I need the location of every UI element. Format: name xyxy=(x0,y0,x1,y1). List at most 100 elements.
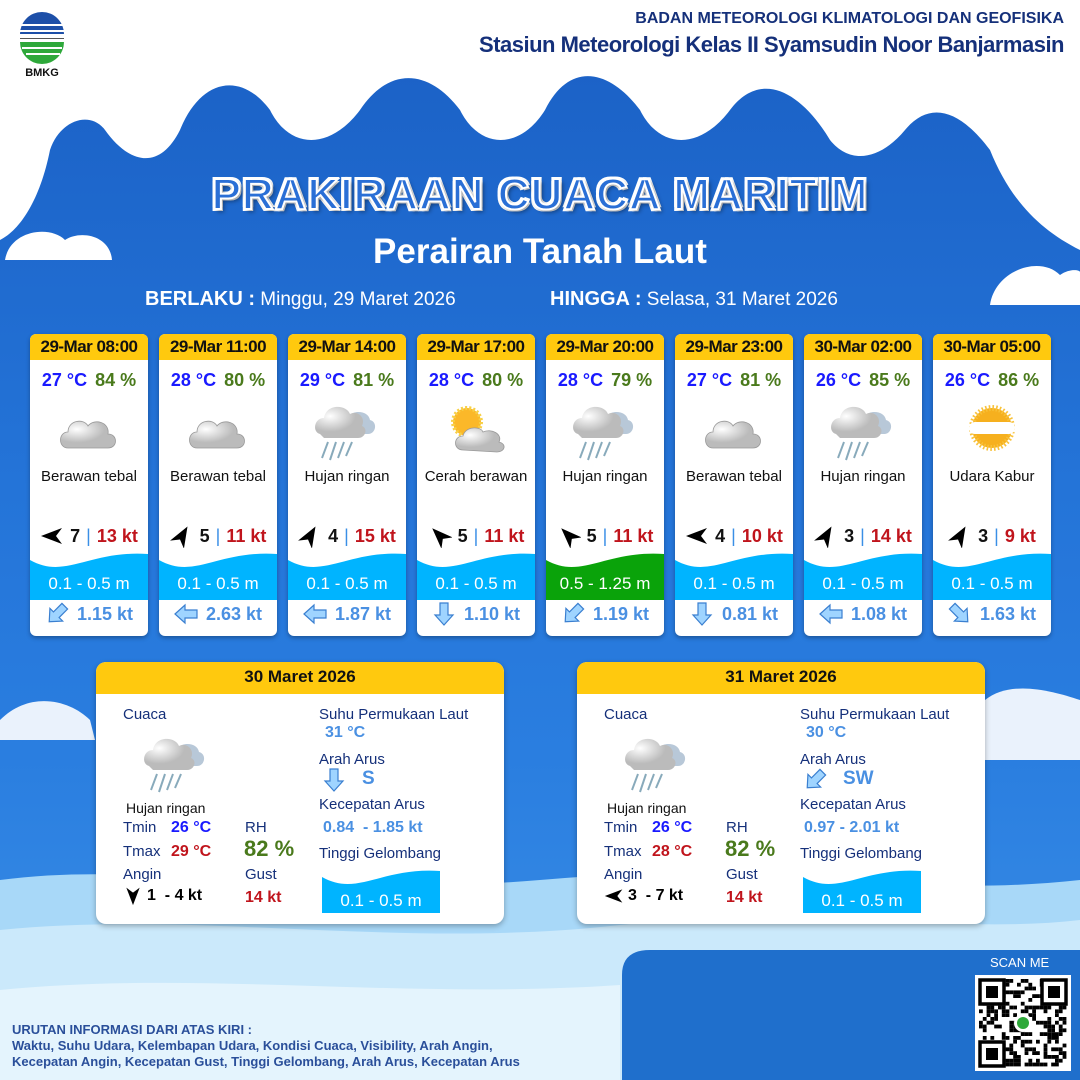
forecast-card: 29-Mar 14:00 29 °C 81 % Hujan ringan 4 | 15… xyxy=(288,334,406,636)
footer-line: Waktu, Suhu Udara, Kelembapan Udara, Kon… xyxy=(12,1038,493,1053)
wind-direction-icon xyxy=(686,528,708,544)
gust-speed: 15 kt xyxy=(354,525,396,546)
wind-speed: 5 xyxy=(457,525,468,546)
wave-height: 0.1 - 0.5 m xyxy=(340,891,422,910)
gust-value: 14 kt xyxy=(726,889,763,906)
wind-row: 3 - 7 kt xyxy=(604,886,683,906)
wind-speed: 5 xyxy=(199,525,210,546)
air-temperature: 28 °C xyxy=(170,370,217,390)
daily-summary-panel: 31 Maret 2026 Cuaca Hujan ringan Tmin 26… xyxy=(577,662,985,924)
current-direction-icon xyxy=(806,768,827,789)
air-temperature: 29 °C xyxy=(299,370,346,390)
current-speed: 1.63 kt xyxy=(979,603,1037,624)
footer-line: Kecepatan Angin, Kecepatan Gust, Tinggi … xyxy=(12,1054,520,1069)
rh-value: 82 % xyxy=(244,836,295,861)
current-speed: 1.08 kt xyxy=(850,603,908,624)
wave-label: Tinggi Gelombang xyxy=(319,845,442,862)
svg-text:BMKG: BMKG xyxy=(25,67,59,78)
tmax-label: Tmax xyxy=(604,843,642,860)
forecast-time: 29-Mar 11:00 xyxy=(159,334,277,360)
wind-row: 5 | 11 kt xyxy=(546,524,664,548)
footer-line: URUTAN INFORMASI DARI ATAS KIRI : xyxy=(12,1022,252,1037)
weather-condition: Hujan ringan xyxy=(607,800,687,816)
wind-speed: 5 xyxy=(586,525,597,546)
air-temperature: 27 °C xyxy=(41,370,88,390)
rh-label: RH xyxy=(726,819,748,836)
humidity: 86 % xyxy=(998,370,1040,390)
divider: | xyxy=(473,525,479,546)
footer-legend: URUTAN INFORMASI DARI ATAS KIRI : Waktu,… xyxy=(12,1022,520,1070)
wind-direction-icon xyxy=(604,889,623,903)
forecast-card: 30-Mar 05:00 26 °C 86 % Udara Kabur 3 | 9 k… xyxy=(933,334,1051,636)
gust-label: Gust xyxy=(726,866,758,883)
divider: | xyxy=(731,525,736,546)
wave-height: 0.1 - 0.5 m xyxy=(435,574,517,593)
current-dir-label: Arah Arus xyxy=(800,751,866,768)
humidity: 81 % xyxy=(353,370,395,390)
weather-condition: Hujan ringan xyxy=(304,468,390,485)
rain-cloud-icon xyxy=(312,392,382,464)
forecast-time: 29-Mar 17:00 xyxy=(417,334,535,360)
weather-condition: Hujan ringan xyxy=(126,800,206,816)
wave-band: 0.1 - 0.5 m xyxy=(804,550,922,600)
rain-cloud-icon xyxy=(141,724,211,801)
current-row: 1.10 kt xyxy=(417,602,535,626)
current-row: 1.63 kt xyxy=(933,602,1051,626)
humidity: 84 % xyxy=(95,370,137,390)
rain-cloud-icon xyxy=(570,392,640,464)
wave-band: 0.1 - 0.5 m xyxy=(417,550,535,600)
wind-speed-range: 3 - 7 kt xyxy=(628,887,684,904)
temp-rh-row: 28 °C 79 % xyxy=(546,370,664,391)
air-temperature: 27 °C xyxy=(686,370,733,390)
humidity: 80 % xyxy=(224,370,266,390)
weather-condition: Berawan tebal xyxy=(41,468,137,485)
current-speed: 2.63 kt xyxy=(205,603,263,624)
temp-rh-row: 27 °C 81 % xyxy=(675,370,793,391)
gust-speed: 11 kt xyxy=(484,525,525,546)
tmax-label: Tmax xyxy=(123,843,161,860)
current-speed-label: Kecepatan Arus xyxy=(800,796,906,813)
wind-speed: 3 xyxy=(978,525,989,546)
forecast-card: 29-Mar 08:00 27 °C 84 % Berawan tebal 7 | 1… xyxy=(30,334,148,636)
sst-label: Suhu Permukaan Laut xyxy=(319,706,469,723)
current-row: 1.08 kt xyxy=(804,602,922,626)
rh-label: RH xyxy=(245,819,267,836)
page-subtitle: Perairan Tanah Laut xyxy=(373,232,707,271)
current-speed: 1.10 kt xyxy=(463,603,521,624)
current-speed: 1.87 kt xyxy=(334,603,392,624)
wave-band: 0.1 - 0.5 m xyxy=(30,550,148,600)
valid-from-label: BERLAKU : xyxy=(145,288,255,310)
org-name: BADAN METEOROLOGI KLIMATOLOGI DAN GEOFIS… xyxy=(635,10,1064,27)
gust-speed: 9 kt xyxy=(1004,525,1036,546)
current-direction-icon xyxy=(819,603,843,625)
current-direction-icon xyxy=(174,603,198,625)
forecast-card: 29-Mar 11:00 28 °C 80 % Berawan tebal 5 | 1… xyxy=(159,334,277,636)
wave-height: 0.1 - 0.5 m xyxy=(951,574,1033,593)
current-row: 1.87 kt xyxy=(288,602,406,626)
wave-height: 0.1 - 0.5 m xyxy=(48,574,130,593)
forecast-card: 29-Mar 20:00 28 °C 79 % Hujan ringan 5 | 11… xyxy=(546,334,664,636)
gust-speed: 11 kt xyxy=(613,525,654,546)
wave-height: 0.1 - 0.5 m xyxy=(177,574,259,593)
qr-code[interactable] xyxy=(975,975,1071,1071)
wind-direction-icon xyxy=(41,528,63,544)
wind-speed-range: 1 - 4 kt xyxy=(147,887,203,904)
air-temperature: 28 °C xyxy=(428,370,475,390)
wave-height: 0.1 - 0.5 m xyxy=(822,574,904,593)
wave-height: 0.1 - 0.5 m xyxy=(693,574,775,593)
air-temperature: 28 °C xyxy=(557,370,604,390)
wind-speed: 4 xyxy=(328,525,339,546)
wind-row: 7 | 13 kt xyxy=(30,524,148,548)
cloud-icon xyxy=(699,392,769,464)
divider: | xyxy=(86,525,91,546)
humidity: 80 % xyxy=(482,370,524,390)
divider: | xyxy=(860,525,865,546)
daily-date: 31 Maret 2026 xyxy=(577,662,985,694)
wind-speed: 3 xyxy=(844,525,855,546)
forecast-time: 29-Mar 14:00 xyxy=(288,334,406,360)
gust-value: 14 kt xyxy=(245,889,282,906)
wave-height: 0.1 - 0.5 m xyxy=(306,574,388,593)
divider: | xyxy=(602,525,608,546)
forecast-card: 29-Mar 23:00 27 °C 81 % Berawan tebal 4 | 1… xyxy=(675,334,793,636)
